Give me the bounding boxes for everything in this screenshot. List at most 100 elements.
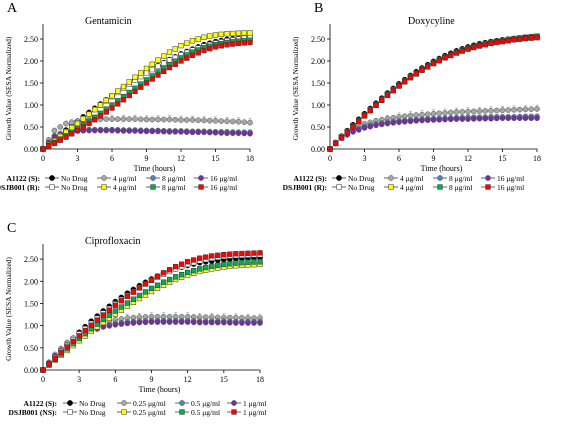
- legend-strain-label: DSJB001 (R):: [283, 183, 327, 192]
- data-point: [120, 116, 127, 122]
- legend-entry-label: 16 μg/ml: [210, 183, 237, 192]
- panel-a: A Gentamicin 0.00 0.50 1.00 1.50 2.00 2.50 0 3 6 9 1…: [0, 1, 254, 192]
- data-point: [476, 115, 483, 122]
- data-point: [178, 271, 185, 278]
- data-point: [155, 128, 161, 135]
- x-tick-label: 15: [499, 154, 507, 163]
- data-point: [112, 308, 118, 314]
- data-point: [227, 251, 233, 257]
- data-point: [115, 88, 121, 94]
- legend-entry-label: 4 μg/ml: [113, 183, 136, 192]
- y-tick-label: 2.00: [24, 277, 38, 286]
- legend-marker: [231, 400, 237, 406]
- data-point: [229, 118, 236, 125]
- data-point: [209, 253, 215, 259]
- data-point: [126, 92, 132, 99]
- data-point: [106, 307, 112, 313]
- data-point: [69, 125, 75, 131]
- data-point: [191, 257, 197, 263]
- data-point: [124, 293, 131, 300]
- legend-marker: [49, 175, 55, 181]
- data-point: [80, 124, 86, 130]
- data-point: [465, 108, 471, 115]
- data-point: [138, 70, 144, 76]
- data-point: [522, 35, 529, 42]
- legend-marker: [336, 184, 342, 190]
- data-point: [94, 317, 100, 323]
- data-point: [235, 118, 242, 125]
- y-tick-label: 0.00: [311, 145, 325, 154]
- data-point: [447, 109, 454, 116]
- data-point: [203, 254, 209, 260]
- x-tick-label: 12: [464, 154, 472, 163]
- legend-marker: [121, 409, 127, 415]
- data-point: [212, 44, 219, 50]
- legend-strain-label: A1122 (S):: [23, 399, 57, 408]
- data-point: [100, 316, 106, 323]
- data-point: [482, 115, 489, 122]
- panel-letter: A: [7, 1, 18, 16]
- data-point: [143, 65, 150, 72]
- data-point: [227, 261, 233, 267]
- data-point: [442, 55, 448, 61]
- data-point: [46, 143, 52, 149]
- data-point: [137, 128, 144, 135]
- legend-entry-label: 8 μg/ml: [162, 174, 185, 183]
- data-point: [453, 109, 460, 115]
- data-point: [143, 116, 150, 123]
- data-point: [185, 269, 191, 276]
- data-point: [183, 129, 190, 135]
- y-tick-label: 1.50: [311, 79, 325, 88]
- legend-marker: [388, 184, 394, 190]
- data-point: [172, 46, 178, 52]
- panel-letter: C: [7, 221, 16, 236]
- data-point: [239, 320, 245, 326]
- data-point: [92, 117, 98, 123]
- data-point: [239, 250, 245, 257]
- data-point: [373, 122, 379, 129]
- y-tick-label: 0.50: [311, 123, 325, 132]
- data-point: [143, 128, 150, 135]
- data-point: [172, 128, 179, 135]
- data-point: [189, 38, 196, 44]
- data-point: [245, 259, 251, 265]
- data-point: [190, 319, 197, 326]
- data-point: [80, 116, 86, 122]
- data-point: [247, 30, 253, 36]
- data-point: [239, 259, 245, 266]
- data-point: [172, 319, 179, 325]
- data-point: [191, 267, 197, 274]
- data-point: [69, 131, 75, 137]
- data-point: [149, 66, 155, 73]
- data-point: [476, 43, 483, 49]
- legend-marker: [437, 175, 443, 181]
- data-point: [68, 119, 75, 126]
- data-point: [202, 319, 209, 326]
- legend-entry-label: No Drug: [348, 174, 375, 183]
- data-point: [390, 119, 397, 126]
- data-point: [516, 106, 523, 113]
- data-point: [221, 261, 227, 268]
- data-point: [154, 282, 161, 288]
- legend-entry-label: 0.25 μg/ml: [133, 399, 166, 408]
- y-axis-label: Growth Value (SESA Normalized): [4, 36, 13, 140]
- data-point: [154, 319, 161, 325]
- legend-strain-label: DSJB001 (NS):: [8, 408, 57, 417]
- data-point: [241, 130, 248, 137]
- data-point: [528, 35, 534, 41]
- data-point: [361, 113, 368, 119]
- data-point: [155, 116, 161, 123]
- y-tick-label: 2.50: [311, 35, 325, 44]
- x-tick-label: 15: [220, 375, 228, 384]
- data-point: [63, 120, 69, 127]
- data-point: [160, 270, 167, 276]
- data-point: [189, 117, 196, 123]
- data-point: [97, 102, 104, 108]
- data-point: [160, 319, 167, 325]
- data-point: [109, 93, 115, 99]
- data-point: [183, 117, 190, 123]
- data-point: [126, 128, 133, 134]
- data-point: [114, 116, 121, 122]
- data-point: [142, 281, 149, 287]
